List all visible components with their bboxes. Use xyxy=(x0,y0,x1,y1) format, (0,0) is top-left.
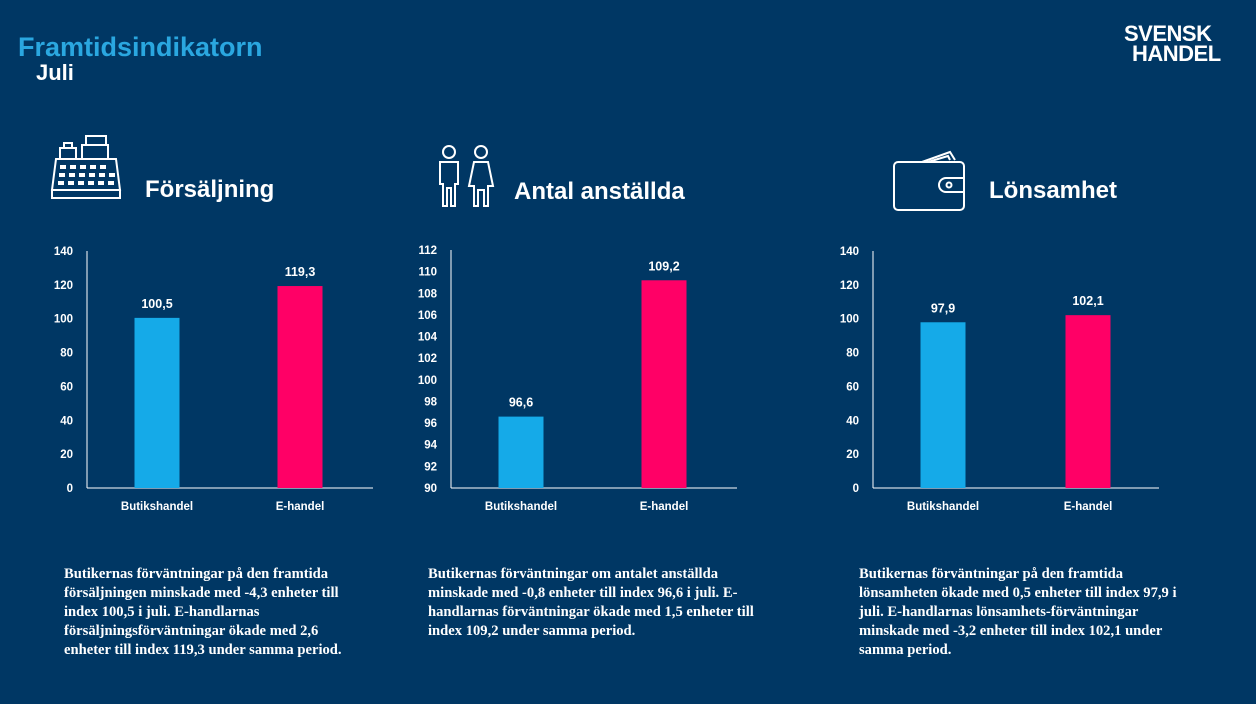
y-tick-label: 94 xyxy=(424,440,437,452)
x-category-label: E-handel xyxy=(276,501,325,513)
y-tick-label: 120 xyxy=(54,280,73,292)
section-title-forsaljning: Försäljning xyxy=(145,176,275,203)
people-icon xyxy=(439,145,495,207)
bar-e-handel xyxy=(641,280,687,488)
bar-butikshandel xyxy=(134,317,180,488)
y-tick-label: 60 xyxy=(846,381,859,393)
description-antal-anstallda: Butikernas förväntningar om antalet anst… xyxy=(428,566,754,639)
y-tick-label: 80 xyxy=(60,348,73,360)
x-category-label: E-handel xyxy=(1064,501,1113,513)
bar-e-handel xyxy=(1065,315,1111,488)
y-tick-label: 60 xyxy=(60,381,73,393)
description-lonsamhet: Butikernas förväntningar på den framtida… xyxy=(859,566,1177,658)
bar-butikshandel xyxy=(920,322,966,488)
y-tick-label: 102 xyxy=(418,353,437,365)
bar-value-label: 119,3 xyxy=(285,265,316,279)
y-tick-label: 110 xyxy=(418,267,437,279)
bar-e-handel xyxy=(277,286,323,488)
x-category-label: Butikshandel xyxy=(121,501,193,513)
y-tick-label: 98 xyxy=(424,396,437,408)
y-tick-label: 112 xyxy=(418,245,437,257)
cash-register-icon xyxy=(50,135,122,199)
bar-value-label: 100,5 xyxy=(141,297,172,311)
y-tick-label: 100 xyxy=(54,314,73,326)
section-title-lonsamhet: Lönsamhet xyxy=(989,177,1118,204)
bar-value-label: 97,9 xyxy=(931,301,955,315)
wallet-icon xyxy=(893,150,965,211)
bar-value-label: 109,2 xyxy=(648,259,679,273)
page-title: Framtidsindikatorn xyxy=(18,32,263,62)
y-tick-label: 96 xyxy=(424,418,437,430)
x-category-label: Butikshandel xyxy=(485,501,557,513)
section-title-antal-anstallda: Antal anställda xyxy=(514,178,685,205)
y-tick-label: 90 xyxy=(424,483,437,495)
y-tick-label: 80 xyxy=(846,348,859,360)
x-category-label: Butikshandel xyxy=(907,501,979,513)
logo-line-2: HANDEL xyxy=(1132,41,1221,66)
bar-butikshandel xyxy=(498,416,544,488)
y-tick-label: 40 xyxy=(60,415,73,427)
y-tick-label: 0 xyxy=(853,483,859,495)
y-tick-label: 20 xyxy=(60,449,73,461)
y-tick-label: 120 xyxy=(840,280,859,292)
svensk-handel-logo: SVENSK HANDEL xyxy=(1124,21,1236,66)
y-tick-label: 140 xyxy=(54,246,73,258)
y-tick-label: 106 xyxy=(418,310,437,322)
y-tick-label: 20 xyxy=(846,449,859,461)
y-tick-label: 92 xyxy=(424,461,437,473)
y-tick-label: 0 xyxy=(67,483,73,495)
page-subtitle: Juli xyxy=(36,60,74,85)
y-tick-label: 108 xyxy=(418,288,438,300)
bar-value-label: 96,6 xyxy=(509,396,533,410)
y-tick-label: 140 xyxy=(840,246,859,258)
y-tick-label: 104 xyxy=(418,332,438,344)
x-category-label: E-handel xyxy=(640,501,689,513)
y-tick-label: 100 xyxy=(840,314,859,326)
y-tick-label: 100 xyxy=(418,375,437,387)
bar-value-label: 102,1 xyxy=(1072,294,1103,308)
logo-line-1: SVENSK xyxy=(1124,21,1212,46)
y-tick-label: 40 xyxy=(846,415,859,427)
description-forsaljning: Butikernas förväntningar på den framtida… xyxy=(64,566,342,658)
